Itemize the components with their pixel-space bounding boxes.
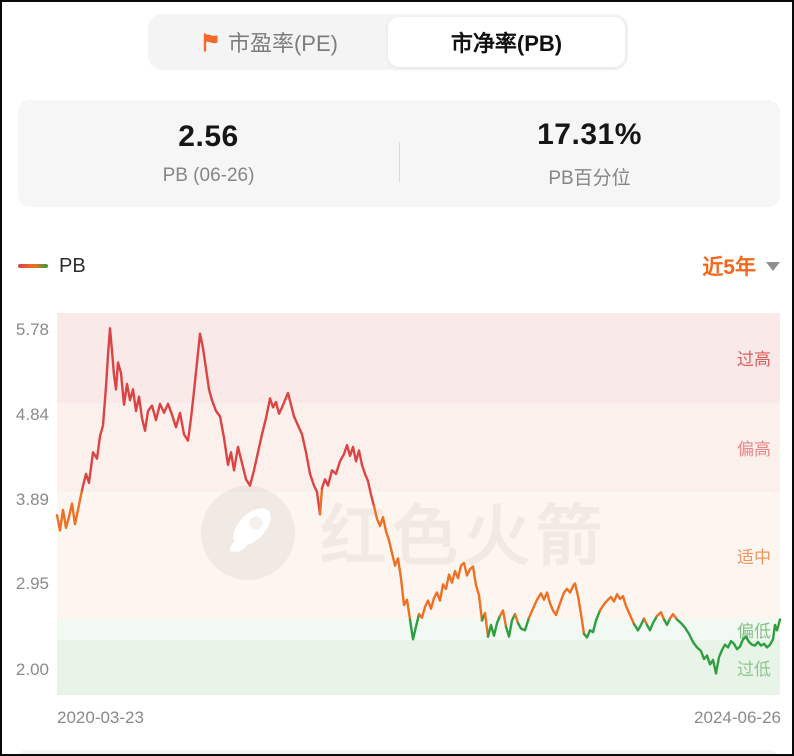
- valuation-bands: 过高 偏高 适中 偏低 过低: [57, 313, 780, 695]
- tab-pe-label: 市盈率(PE): [227, 31, 338, 56]
- valuation-band-label: 偏高: [737, 439, 771, 459]
- pb-line-chart: [55, 327, 782, 675]
- chevron-down-icon: [766, 261, 780, 271]
- legend-row: PB 近5年: [18, 250, 780, 282]
- y-axis-tick: 2.95: [15, 574, 49, 594]
- legend-series-label: PB: [59, 254, 86, 277]
- range-label: 近5年: [702, 256, 756, 279]
- flag-icon: [201, 32, 221, 52]
- metric-tabbar: 市盈率(PE) 市净率(PB): [148, 14, 628, 70]
- x-axis-start-label: 2020-03-23: [57, 708, 144, 727]
- stats-divider: [399, 142, 400, 182]
- y-axis-tick: 5.78: [15, 320, 49, 340]
- tab-pb-label: 市净率(PB): [450, 31, 563, 56]
- tab-pe[interactable]: 市盈率(PE): [151, 17, 388, 67]
- y-axis-tick: 4.84: [15, 404, 49, 424]
- legend: PB: [18, 255, 86, 278]
- stat-pb: 2.56 PB (06-26): [18, 100, 399, 207]
- y-axis-tick: 3.89: [15, 489, 49, 509]
- x-axis-end-label: 2024-06-26: [694, 708, 781, 727]
- y-axis-tick: 2.00: [15, 659, 49, 679]
- percentile-value: 17.31%: [537, 117, 642, 151]
- bottom-card: [17, 750, 779, 754]
- pb-line-swatch: [18, 264, 48, 268]
- percentile-label: PB百分位: [548, 167, 631, 189]
- range-selector[interactable]: 近5年: [702, 251, 780, 281]
- stats-card: 2.56 PB (06-26) 17.31% PB百分位: [18, 100, 780, 207]
- valuation-band: 过高: [57, 313, 780, 403]
- valuation-band: 过低: [57, 640, 780, 695]
- valuation-band-label: 适中: [737, 548, 771, 568]
- valuation-band-label: 过高: [737, 350, 771, 370]
- valuation-band: 适中: [57, 491, 780, 620]
- tab-pb[interactable]: 市净率(PB): [388, 17, 625, 67]
- pb-value: 2.56: [178, 120, 239, 153]
- pb-label: PB (06-26): [162, 165, 255, 186]
- stat-percentile: 17.31% PB百分位: [399, 100, 780, 207]
- valuation-band-label: 过低: [737, 660, 771, 680]
